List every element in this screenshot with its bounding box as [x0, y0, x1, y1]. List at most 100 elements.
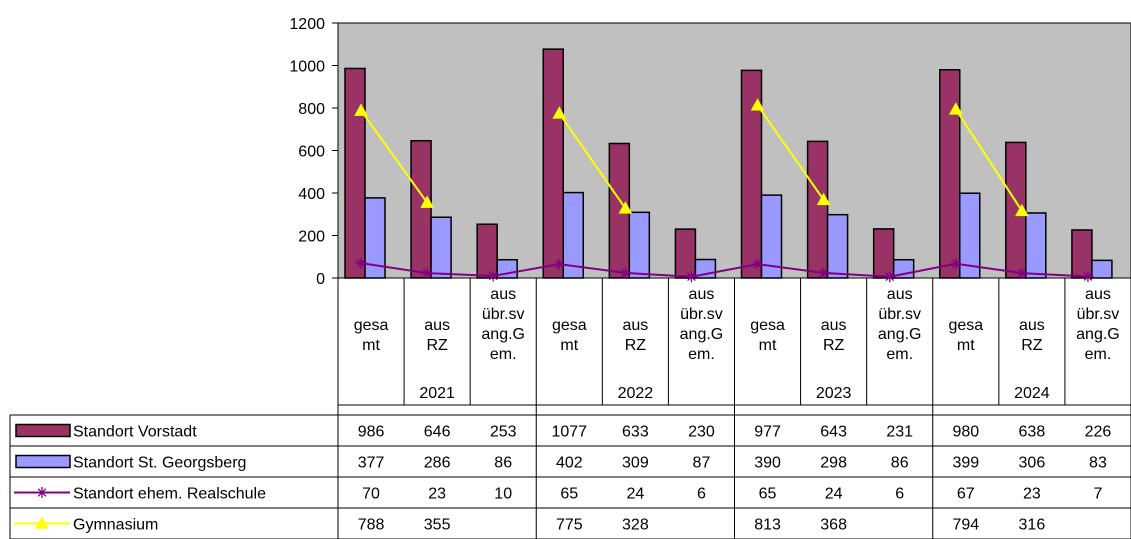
table-cell: 83: [1089, 455, 1107, 472]
y-tick-label: 200: [298, 229, 325, 246]
table-cell: 368: [820, 517, 847, 534]
category-label: aus: [622, 317, 648, 334]
category-label: aus: [821, 317, 847, 334]
year-label: 2024: [1014, 385, 1050, 402]
table-cell: 24: [825, 486, 843, 503]
table-cell: 24: [626, 486, 644, 503]
bar-vorstadt: [872, 228, 895, 279]
category-label: mt: [362, 337, 380, 354]
table-cell: 355: [424, 517, 451, 534]
line-point-triangle: [750, 98, 765, 111]
table-cell: 298: [820, 455, 847, 472]
y-tick-label: 1000: [289, 59, 325, 76]
category-label: aus: [887, 286, 913, 303]
series-line: [360, 262, 1089, 278]
table-cell: 646: [424, 424, 451, 441]
series-line: [360, 109, 428, 204]
table-cell: 328: [622, 517, 649, 534]
bar-vorstadt: [674, 228, 697, 279]
table-cell: 390: [754, 455, 781, 472]
y-tick-label: 600: [298, 144, 325, 161]
category-label: em.: [688, 346, 715, 363]
table-cell: 253: [490, 424, 517, 441]
bar-georgsberg: [1025, 212, 1047, 279]
bar-vorstadt: [740, 69, 763, 279]
y-tick-label: 800: [298, 101, 325, 118]
line-point-triangle: [1015, 203, 1029, 217]
bar-vorstadt: [1071, 229, 1093, 279]
legend-label: Standort St. Georgsberg: [73, 455, 246, 472]
table-cell: 67: [957, 486, 975, 503]
table-cell: 10: [494, 486, 512, 503]
y-tick-label: 400: [298, 186, 325, 203]
table-cell: 87: [693, 455, 711, 472]
series-line: [558, 112, 627, 209]
category-label: gesa: [750, 317, 785, 334]
category-label: übr.sv: [482, 306, 525, 323]
table-cell: 399: [952, 455, 979, 472]
bar-vorstadt: [806, 140, 829, 279]
series-line: [954, 108, 1023, 212]
category-label: gesa: [354, 317, 389, 334]
bar-georgsberg: [628, 211, 651, 279]
table-cell: 23: [1023, 486, 1041, 503]
table-cell: 6: [697, 486, 706, 503]
category-label: ang.G: [1076, 326, 1120, 343]
bar-georgsberg: [959, 192, 981, 279]
line-point-triangle: [552, 106, 567, 119]
bar-georgsberg: [1091, 259, 1113, 279]
category-label: RZ: [625, 337, 647, 354]
bar-georgsberg: [826, 213, 849, 279]
table-cell: 775: [556, 517, 583, 534]
category-label: übr.sv: [680, 306, 723, 323]
category-label: ang.G: [878, 326, 922, 343]
table-cell: 65: [560, 486, 578, 503]
table-cell: 231: [886, 424, 913, 441]
table-cell: 986: [358, 424, 385, 441]
bar-vorstadt: [1005, 141, 1027, 279]
category-label: em.: [490, 346, 517, 363]
table-cell: 309: [622, 455, 649, 472]
legend-key-marker: [35, 516, 49, 529]
table-cell: 316: [1019, 517, 1046, 534]
table-cell: 788: [358, 517, 385, 534]
table-cell: 65: [759, 486, 777, 503]
y-tick-label: 1200: [289, 16, 325, 33]
category-label: aus: [424, 317, 450, 334]
y-tick-label: 0: [316, 271, 325, 288]
year-label: 2021: [419, 385, 455, 402]
table-cell: 402: [556, 455, 583, 472]
category-label: mt: [759, 337, 777, 354]
bar-georgsberg: [364, 197, 386, 279]
year-label: 2023: [816, 385, 852, 402]
line-point-triangle: [618, 201, 633, 214]
table-cell: 86: [494, 455, 512, 472]
category-label: RZ: [426, 337, 448, 354]
table-cell: 377: [358, 455, 385, 472]
bar-vorstadt: [542, 48, 564, 279]
table-cell: 226: [1085, 424, 1112, 441]
bar-vorstadt: [344, 67, 366, 279]
legend-key: [15, 454, 71, 469]
category-label: RZ: [1021, 337, 1043, 354]
table-cell: 7: [1094, 486, 1103, 503]
category-label: mt: [957, 337, 975, 354]
table-cell: 638: [1019, 424, 1046, 441]
category-label: aus: [689, 286, 715, 303]
legend-label: Standort ehem. Realschule: [73, 486, 266, 503]
category-label: em.: [886, 346, 913, 363]
line-point-triangle: [354, 103, 368, 116]
category-label: übr.sv: [1077, 306, 1120, 323]
bar-vorstadt: [939, 69, 961, 279]
bar-georgsberg: [562, 191, 584, 279]
table-cell: 23: [428, 486, 446, 503]
bar-georgsberg: [430, 216, 452, 279]
series-line: [756, 104, 825, 201]
line-point-triangle: [420, 195, 434, 208]
bar-georgsberg: [760, 194, 783, 279]
table-cell: 6: [895, 486, 904, 503]
category-label: em.: [1085, 346, 1112, 363]
legend-label: Gymnasium: [73, 517, 158, 534]
category-label: aus: [490, 286, 516, 303]
